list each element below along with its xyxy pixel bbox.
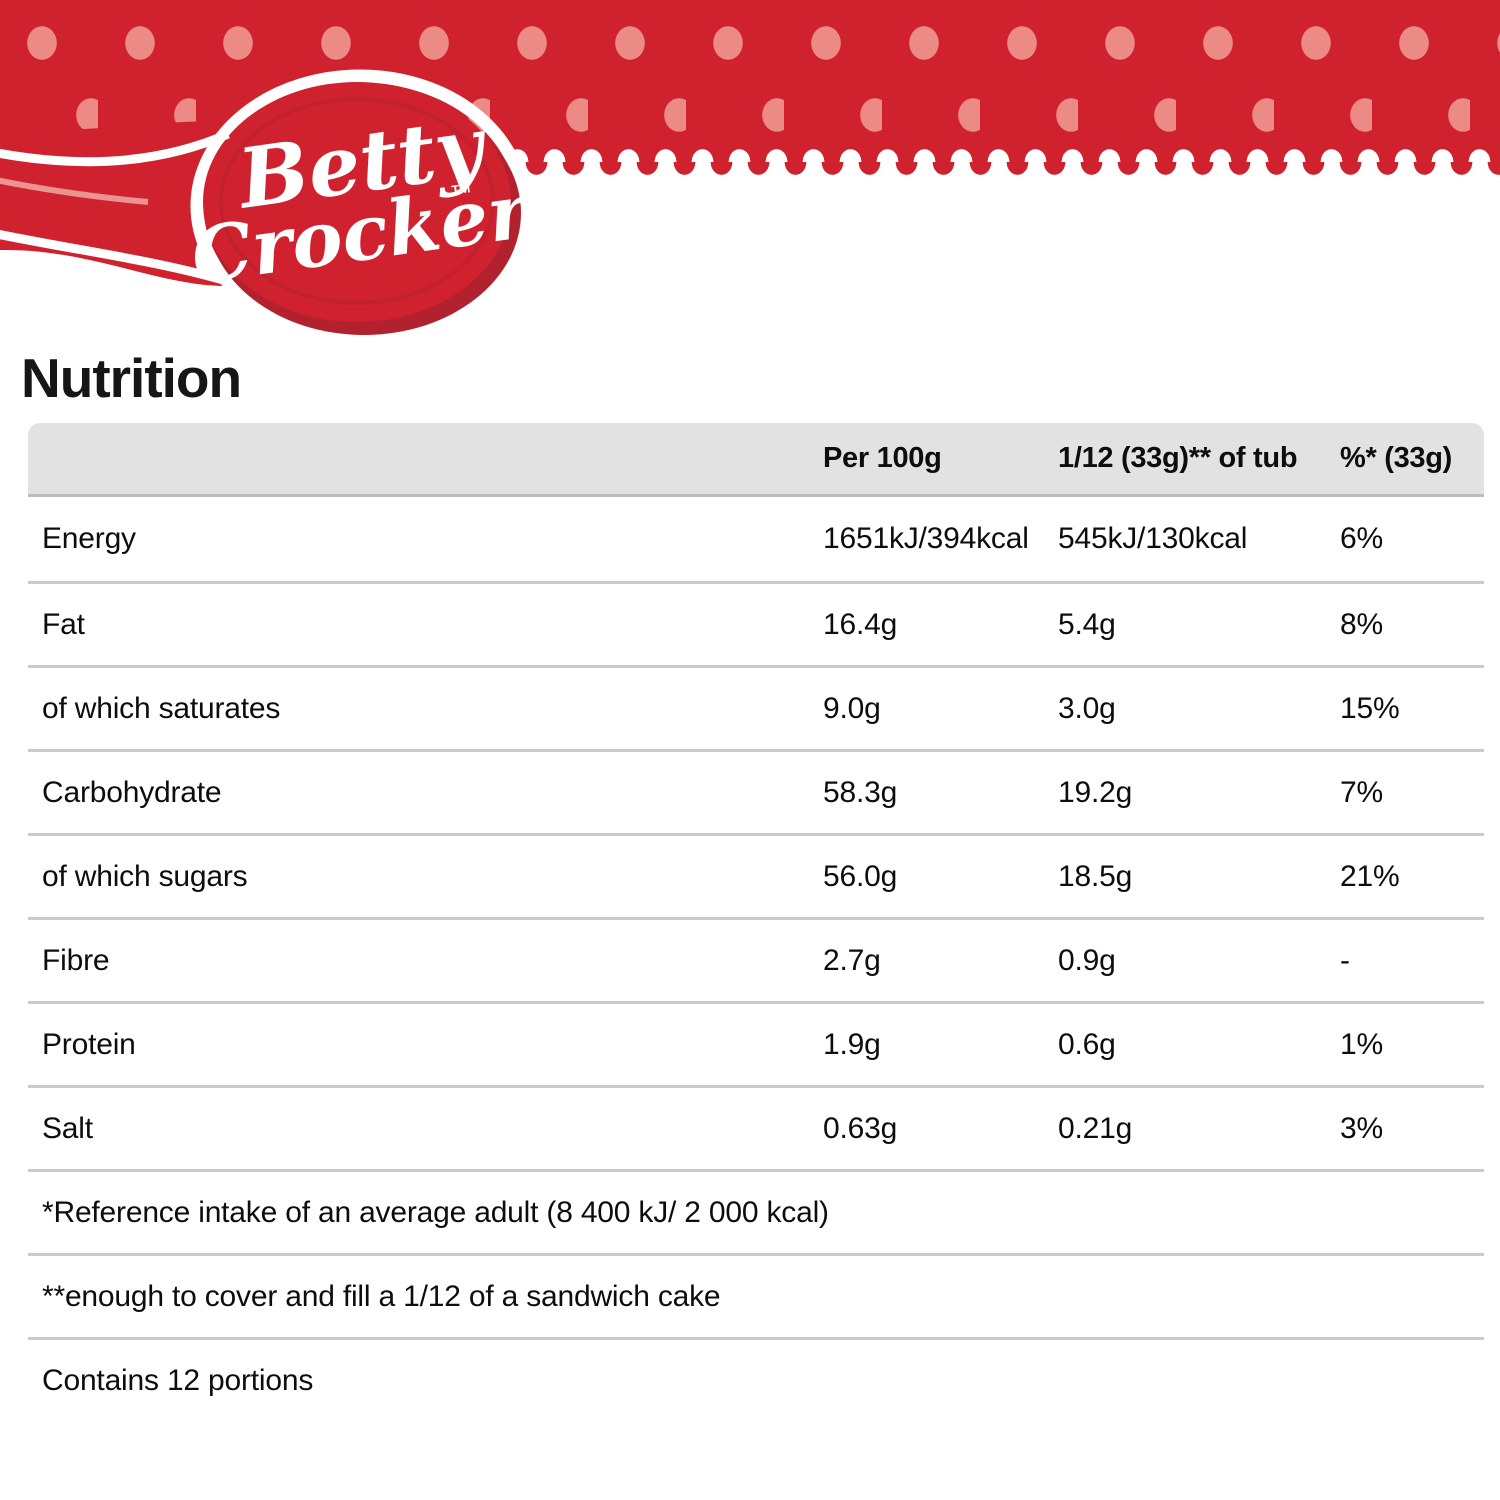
value-ri: 21% [1340,859,1400,893]
value-per100g: 1.9g [823,1027,881,1061]
value-per100g: 16.4g [823,607,898,641]
handle-bottom-stripe [0,230,232,287]
footnote-reference-intake: *Reference intake of an average adult (8… [28,1169,1484,1253]
spoon-bowl [203,82,511,322]
value-portion: 18.5g [1058,859,1133,893]
value-ri: 3% [1340,1111,1383,1145]
footnote-portions-count: Contains 12 portions [28,1337,1484,1421]
value-portion: 19.2g [1058,775,1133,809]
value-per100g: 9.0g [823,691,881,725]
trademark-symbol: TM [451,180,472,197]
table-row-fibre: Fibre 2.7g 0.9g - [28,917,1484,1001]
page-title: Nutrition [21,347,242,409]
row-label: of which sugars [42,859,248,893]
nutrition-table: Per 100g 1/12 (33g)** of tub %* (33g) En… [28,423,1484,1421]
row-label: of which saturates [42,691,281,725]
row-label: Protein [42,1027,136,1061]
column-header-per100g: Per 100g [823,442,942,474]
value-portion: 0.21g [1058,1111,1133,1145]
row-label: Fibre [42,943,110,977]
value-ri: 7% [1340,775,1383,809]
value-per100g: 0.63g [823,1111,898,1145]
value-ri: 6% [1340,522,1383,555]
betty-crocker-spoon-logo-icon: Betty TM Crocker [0,69,538,343]
value-ri: 8% [1340,607,1383,641]
row-label: Salt [42,1111,93,1145]
table-row-fat: Fat 16.4g 5.4g 8% [28,581,1484,665]
spoon-bowl-outline [190,69,530,343]
footnote-portion-note: **enough to cover and fill a 1/12 of a s… [28,1253,1484,1337]
table-row-sugars: of which sugars 56.0g 18.5g 21% [28,833,1484,917]
value-per100g: 58.3g [823,775,898,809]
table-header-row: Per 100g 1/12 (33g)** of tub %* (33g) [28,423,1484,497]
handle-highlight-stripe [0,177,149,205]
value-per100g: 1651kJ/394kcal [823,522,1029,555]
footnote-text: Contains 12 portions [42,1363,314,1397]
row-label: Fat [42,607,85,641]
handle-top-stripe [0,129,230,167]
value-ri: - [1340,943,1350,977]
column-header-portion: 1/12 (33g)** of tub [1058,442,1298,474]
column-header-ri: %* (33g) [1340,442,1453,474]
footnote-text: *Reference intake of an average adult (8… [42,1195,829,1229]
spoon-bowl-inner-ring [219,97,495,305]
value-portion: 0.9g [1058,943,1116,977]
table-row-carbohydrate: Carbohydrate 58.3g 19.2g 7% [28,749,1484,833]
value-portion: 0.6g [1058,1027,1116,1061]
brand-banner: Betty TM Crocker [0,0,1500,360]
table-row-saturates: of which saturates 9.0g 3.0g 15% [28,665,1484,749]
table-row-salt: Salt 0.63g 0.21g 3% [28,1085,1484,1169]
footnote-text: **enough to cover and fill a 1/12 of a s… [42,1279,721,1313]
value-ri: 1% [1340,1027,1383,1061]
row-label: Energy [42,522,136,555]
row-label: Carbohydrate [42,775,222,809]
value-ri: 15% [1340,691,1400,725]
table-row-energy: Energy 1651kJ/394kcal 545kJ/130kcal 6% [28,497,1484,581]
value-portion: 5.4g [1058,607,1116,641]
table-row-protein: Protein 1.9g 0.6g 1% [28,1001,1484,1085]
value-portion: 545kJ/130kcal [1058,522,1248,555]
value-portion: 3.0g [1058,691,1116,725]
value-per100g: 56.0g [823,859,898,893]
value-per100g: 2.7g [823,943,881,977]
